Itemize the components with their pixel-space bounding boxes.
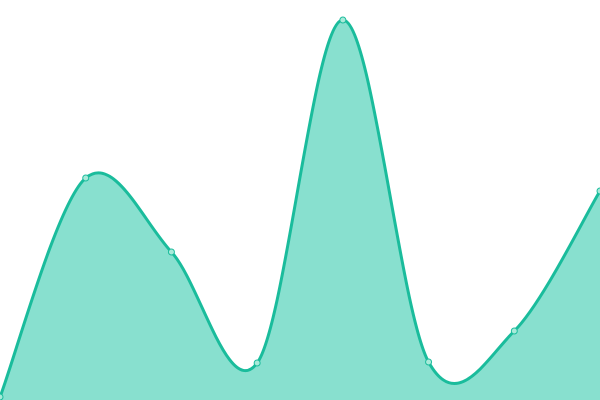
data-point <box>596 187 600 195</box>
data-point <box>339 16 347 24</box>
data-point <box>425 358 433 366</box>
data-point <box>167 248 175 256</box>
data-point <box>82 174 90 182</box>
data-point <box>510 327 518 335</box>
area-fill <box>0 19 600 400</box>
data-points <box>0 16 600 400</box>
data-point <box>0 393 4 400</box>
data-point <box>253 359 261 367</box>
series-line <box>0 18 600 398</box>
